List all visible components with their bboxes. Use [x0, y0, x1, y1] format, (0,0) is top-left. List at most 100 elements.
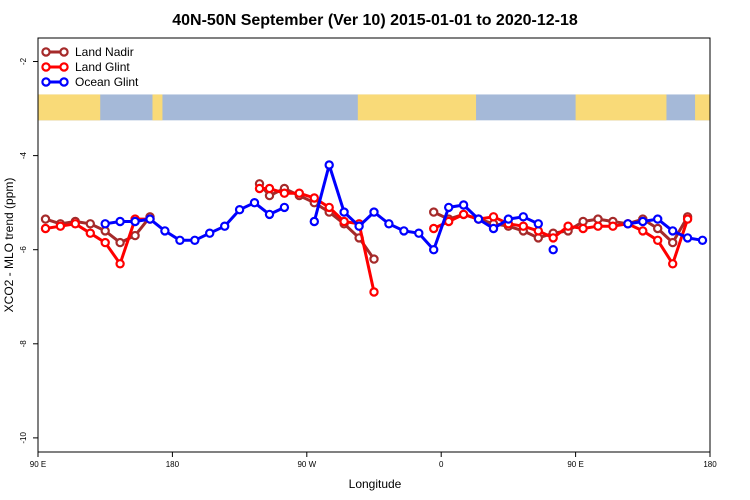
data-point	[234, 204, 245, 215]
data-point	[668, 226, 678, 236]
x-tick-label: 180	[703, 460, 717, 469]
data-point	[369, 287, 379, 297]
data-point	[40, 214, 51, 224]
data-point	[279, 188, 290, 198]
data-point	[115, 216, 125, 227]
legend-item: Ocean Glint	[41, 75, 139, 89]
x-tick-label: 0	[439, 460, 444, 469]
series-layer	[40, 160, 708, 297]
legend-swatch-marker	[59, 47, 69, 57]
x-axis-label: Longitude	[349, 477, 402, 491]
legend-label: Land Glint	[75, 60, 130, 74]
plot-frame	[37, 37, 711, 453]
map-land	[695, 94, 710, 121]
data-point	[309, 193, 319, 203]
data-point	[608, 221, 618, 231]
y-tick-label: -8	[19, 340, 28, 348]
data-point	[682, 214, 693, 224]
series-line	[312, 163, 539, 252]
legend-label: Land Nadir	[75, 45, 134, 59]
data-point	[115, 259, 125, 269]
data-point	[458, 209, 469, 220]
data-point	[130, 216, 140, 227]
data-point	[399, 226, 409, 236]
legend-item: Land Nadir	[41, 45, 134, 59]
data-point	[175, 235, 185, 245]
map-land	[152, 94, 163, 121]
x-tick-label: 90 E	[30, 460, 46, 469]
legend-swatch-marker	[41, 62, 51, 72]
data-point	[697, 235, 708, 245]
data-point	[160, 226, 170, 236]
data-point	[369, 254, 379, 264]
data-point	[533, 219, 544, 229]
data-point	[339, 207, 349, 217]
y-tick-label: -2	[19, 57, 28, 65]
data-point	[653, 223, 663, 234]
data-point	[653, 235, 663, 245]
map-land	[357, 94, 477, 121]
data-point	[279, 202, 290, 213]
data-point	[55, 221, 66, 231]
map-land	[575, 94, 667, 121]
data-point	[638, 216, 648, 227]
data-point	[473, 214, 484, 224]
data-point	[578, 223, 588, 234]
series-land-glint	[40, 183, 693, 297]
data-point	[219, 221, 230, 231]
data-point	[130, 230, 140, 241]
y-axis: -2 -4 -6 -8 -10	[19, 57, 38, 444]
data-point	[204, 228, 215, 238]
y-tick-label: -10	[19, 432, 28, 444]
data-point	[70, 219, 81, 229]
data-point	[503, 214, 514, 224]
data-point	[324, 202, 334, 213]
y-tick-label: -6	[19, 246, 28, 254]
map-land	[38, 94, 101, 121]
x-tick-label: 90 E	[567, 460, 583, 469]
data-point	[458, 200, 469, 210]
data-point	[518, 212, 529, 222]
x-tick-label: 90 W	[297, 460, 316, 469]
data-point	[653, 214, 663, 224]
data-point	[563, 221, 573, 231]
data-point	[339, 216, 349, 227]
data-point	[249, 197, 260, 208]
data-point	[518, 221, 529, 231]
data-point	[254, 183, 265, 194]
data-point	[115, 237, 125, 248]
data-point	[429, 223, 439, 234]
data-point	[85, 228, 96, 238]
data-point	[85, 219, 96, 229]
data-point	[593, 221, 603, 231]
series-ocean-glint	[100, 160, 708, 255]
data-point	[668, 237, 678, 248]
legend-swatch-marker	[41, 77, 51, 87]
data-point	[638, 226, 648, 236]
data-point	[324, 160, 334, 170]
data-point	[369, 207, 379, 217]
x-tick-label: 180	[166, 460, 180, 469]
x-axis: 90 E 180 90 W 0 90 E 180	[30, 452, 717, 469]
data-point	[294, 188, 304, 198]
y-axis-label: XCO2 - MLO trend (ppm)	[2, 178, 16, 313]
data-point	[384, 219, 394, 229]
data-point	[623, 219, 633, 229]
data-point	[548, 233, 558, 243]
world-map-band	[38, 94, 710, 121]
data-point	[429, 244, 439, 255]
y-tick-label: -4	[19, 152, 28, 160]
data-point	[100, 219, 110, 229]
data-point	[354, 221, 364, 231]
data-point	[100, 237, 110, 248]
data-point	[264, 209, 275, 220]
data-point	[668, 259, 678, 269]
legend-swatch-marker	[41, 47, 51, 57]
data-point	[40, 223, 51, 234]
chart-title: 40N-50N September (Ver 10) 2015-01-01 to…	[172, 12, 578, 29]
data-point	[190, 235, 200, 245]
legend-swatch-marker	[59, 62, 69, 72]
data-point	[414, 228, 424, 238]
